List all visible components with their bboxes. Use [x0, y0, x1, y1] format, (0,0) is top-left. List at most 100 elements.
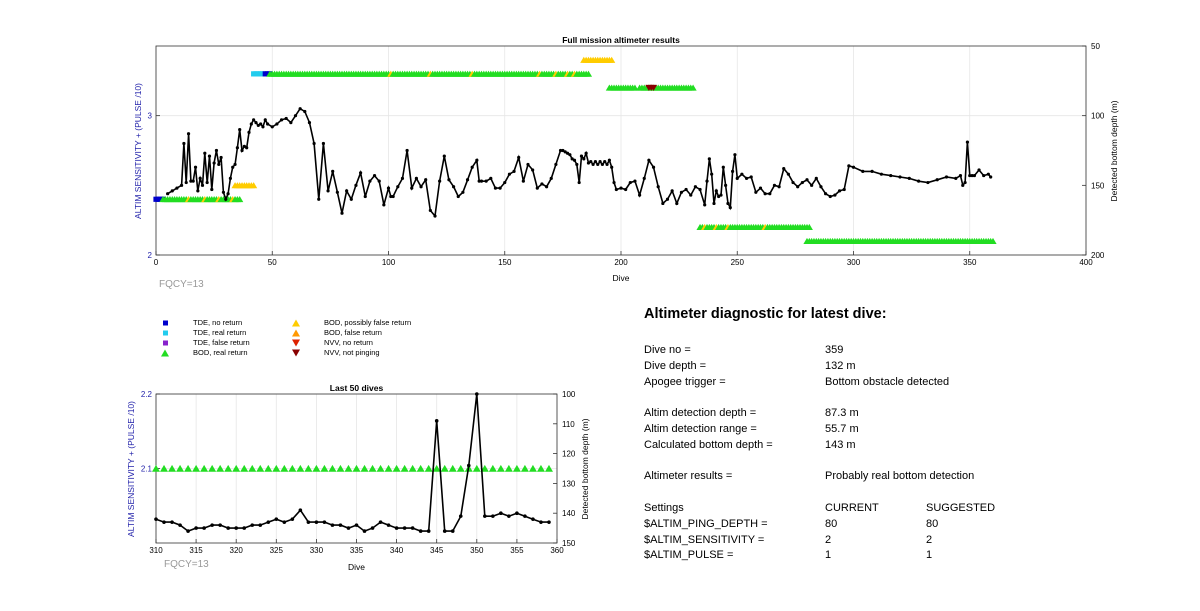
depth-point [289, 121, 293, 125]
setting-row: $ALTIM_PING_DEPTH = 80 80 [644, 517, 1184, 533]
depth-point [572, 158, 577, 162]
y-left-tick-label: 2 [148, 251, 153, 260]
depth-point [447, 178, 451, 182]
depth-point [331, 169, 335, 173]
settings-label: Settings [644, 501, 684, 514]
depth-point [477, 179, 481, 183]
depth-point [972, 173, 977, 178]
depth-point [610, 165, 614, 169]
depth-point [326, 189, 330, 193]
depth-point [489, 176, 493, 180]
depth-point [705, 179, 709, 183]
status-triangle-marker [160, 464, 169, 472]
depth-point [499, 511, 503, 515]
depth-point [405, 148, 409, 153]
depth-point [577, 180, 581, 185]
x-tick-label: 325 [270, 546, 284, 555]
depth-point [335, 190, 339, 194]
depth-point [791, 180, 795, 185]
depth-point [245, 146, 249, 150]
depth-point [693, 185, 698, 189]
depth-point [582, 157, 586, 161]
depth-point [605, 162, 609, 167]
depth-point [579, 154, 584, 158]
depth-point [926, 180, 930, 185]
apogee-row: Apogee trigger = Bottom obstacle detecte… [644, 375, 1184, 391]
depth-point [426, 529, 431, 533]
depth-point [224, 197, 228, 201]
altim-detection-range-value: 55.7 m [825, 422, 859, 435]
calculated-bottom-label: Calculated bottom depth = [644, 438, 773, 451]
depth-point [515, 511, 519, 515]
depth-point [282, 520, 287, 524]
depth-point [703, 203, 707, 207]
depth-series-line [155, 393, 549, 533]
depth-point [656, 185, 660, 189]
altim-detection-range-row: Altim detection range = 55.7 m [644, 422, 1184, 438]
x-tick-label: 400 [1079, 258, 1093, 267]
depth-point [593, 160, 598, 164]
depth-point [314, 520, 319, 524]
status-triangle-marker [408, 464, 417, 472]
depth-point [624, 187, 628, 192]
depth-point [498, 186, 502, 190]
x-tick-label: 360 [550, 546, 564, 555]
depth-point [726, 201, 730, 206]
depth-point [184, 180, 188, 185]
depth-point [434, 419, 439, 423]
depth-point [475, 158, 479, 162]
depth-point [561, 148, 565, 153]
depth-point [554, 162, 558, 167]
setting-name: $ALTIM_PING_DEPTH = [644, 517, 768, 530]
apogee-label: Apogee trigger = [644, 375, 726, 388]
status-triangle-marker [176, 464, 185, 472]
depth-point [796, 185, 800, 189]
depth-point [198, 176, 202, 180]
legend-label: TDE, real return [193, 328, 247, 337]
setting-current: 80 [825, 517, 838, 530]
depth-point [433, 214, 437, 218]
status-triangle-marker [608, 56, 616, 63]
depth-point [786, 172, 791, 176]
x-axis-label: Dive [348, 562, 365, 572]
depth-point [614, 187, 618, 192]
depth-point [418, 529, 423, 533]
depth-point [586, 161, 591, 165]
depth-point [758, 186, 763, 190]
setting-suggested: 80 [926, 517, 939, 530]
depth-point [210, 187, 214, 192]
status-triangle-marker [312, 464, 321, 472]
status-legend: TDE, no return TDE, real return TDE, false… [160, 318, 460, 368]
depth-point [719, 193, 723, 197]
depth-point [833, 193, 837, 197]
depth-point [442, 529, 447, 533]
depth-point [368, 179, 372, 183]
depth-point [763, 192, 767, 196]
status-triangle-marker [504, 464, 513, 472]
status-triangle-marker [536, 464, 545, 472]
x-tick-label: 355 [510, 546, 524, 555]
depth-point [861, 169, 865, 173]
x-tick-label: 150 [498, 258, 512, 267]
depth-point [889, 173, 893, 178]
calculated-bottom-value: 143 m [825, 438, 856, 451]
depth-point [456, 194, 460, 199]
current-header: CURRENT [825, 501, 879, 514]
depth-point [346, 526, 351, 530]
status-triangle-marker [384, 464, 393, 472]
depth-point [317, 197, 321, 201]
depth-point [242, 144, 246, 148]
x-tick-label: 0 [154, 258, 159, 267]
depth-point [205, 180, 209, 185]
depth-point [954, 176, 958, 180]
depth-point [710, 172, 714, 176]
depth-point [231, 165, 235, 169]
depth-point [274, 517, 279, 521]
depth-point [249, 122, 253, 126]
depth-point [589, 160, 593, 164]
status-triangle-marker [368, 464, 377, 472]
altim-detection-depth-value: 87.3 m [825, 407, 859, 420]
x-tick-label: 330 [310, 546, 324, 555]
status-triangle-marker [240, 464, 249, 472]
depth-point [847, 164, 851, 168]
